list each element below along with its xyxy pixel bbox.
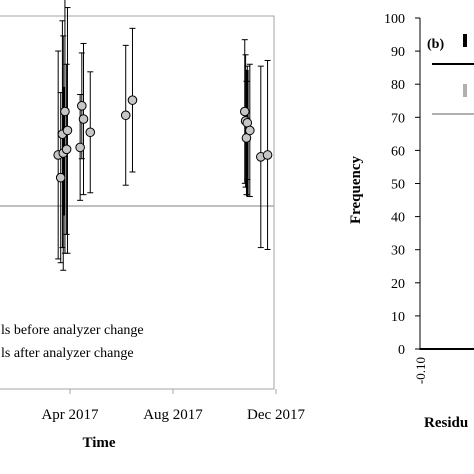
data-point [77, 101, 87, 111]
data-point [62, 125, 73, 136]
data-point [75, 142, 85, 153]
x-axis-label: Time [82, 435, 115, 451]
panel-label: (b) [427, 37, 444, 52]
data-point [262, 150, 273, 160]
legend-swatch-dark-bar [463, 34, 467, 47]
data-point [55, 172, 66, 183]
x-tick-label: -0.10 [413, 357, 428, 384]
legend-entry-after: ls after analyzer change [1, 346, 134, 361]
y-tick-label: 60 [391, 144, 405, 159]
y-tick-label: 30 [391, 244, 405, 259]
data-point [120, 110, 131, 121]
data-point [78, 114, 89, 124]
panel-b-plot: 0 10 20 30 40 50 60 70 80 90 100 -0.10 Frequency R… [348, 12, 474, 431]
x-tick-label: Dec 2017 [247, 407, 305, 423]
legend-entry-before: ls before analyzer change [1, 323, 144, 338]
y-tick-label: 80 [391, 78, 405, 93]
y-axis-label: Frequency [348, 155, 364, 224]
data-point [85, 127, 96, 138]
y-tick-label: 10 [391, 310, 405, 325]
legend-swatch-light-bar [463, 84, 467, 97]
plot-area-frame [0, 15, 275, 390]
y-tick-label: 0 [398, 343, 405, 358]
data-point [61, 144, 72, 155]
data-point [127, 95, 138, 105]
data-point [245, 125, 255, 136]
y-tick-label: 50 [391, 178, 405, 193]
data-point [239, 106, 250, 117]
x-tick-label: Aug 2017 [143, 407, 203, 423]
y-tick-label: 20 [391, 277, 405, 292]
data-point [60, 106, 70, 117]
y-tick-label: 90 [391, 45, 405, 60]
x-tick-label: Apr 2017 [41, 407, 99, 423]
y-tick-label: 40 [391, 211, 405, 226]
x-axis-label: Residu [424, 415, 468, 431]
y-tick-label: 70 [391, 111, 405, 126]
y-tick-label: 100 [384, 12, 405, 27]
